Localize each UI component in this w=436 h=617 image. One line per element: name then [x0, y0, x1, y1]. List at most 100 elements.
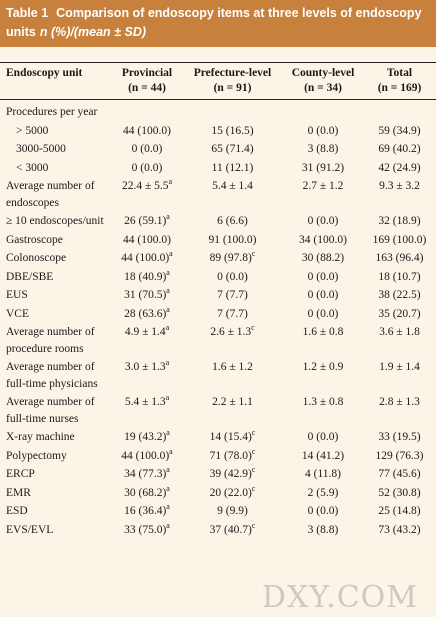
- cell: 38 (22.5): [378, 289, 421, 301]
- table-row: Average number of full-time physicians 3.…: [0, 358, 436, 393]
- cell-footnote: c: [251, 428, 256, 438]
- column-header: Provincial (n = 44): [112, 62, 182, 100]
- table-row: Colonoscope 44 (100.0)a 89 (97.8)c 30 (88.2…: [0, 249, 436, 268]
- cell: 5.4 ± 1.4: [212, 180, 253, 192]
- row-label: Average number of full-time nurses: [6, 396, 95, 425]
- watermark: DXY.COM: [261, 580, 418, 615]
- cell: 71 (78.0)c: [182, 447, 283, 466]
- cell-value: 22.4 ± 5.5: [121, 180, 169, 192]
- row-label: ESD: [6, 505, 28, 517]
- column-name: Total: [386, 67, 413, 79]
- cell-value: 16 (36.4): [124, 505, 167, 517]
- cell: 30 (88.2): [301, 252, 345, 264]
- cell: 26 (59.1)a: [112, 212, 182, 231]
- column-name: Endoscopy unit: [6, 67, 83, 79]
- cell-value: 14 (15.4): [209, 431, 252, 443]
- row-label: 3000-5000: [16, 143, 66, 155]
- column-header: Total (n = 169): [363, 62, 436, 100]
- header-row: Endoscopy unit Provincial (n = 44) Prefectu…: [0, 62, 436, 100]
- cell: 2.7 ± 1.2: [302, 180, 344, 192]
- cell: 163 (96.4): [375, 252, 424, 264]
- table-row: ESD 16 (36.4)a 9 (9.9) 0 (0.0) 25 (14.8): [0, 502, 436, 521]
- row-label: < 3000: [16, 161, 49, 174]
- cell: 1.9 ± 1.4: [379, 361, 420, 373]
- cell: 69 (40.2): [378, 143, 421, 155]
- row-label: DBE/SBE: [6, 270, 54, 283]
- cell: 0 (0.0): [307, 215, 339, 227]
- cell: 0 (0.0): [307, 431, 339, 443]
- cell: 15 (16.5): [211, 124, 254, 137]
- cell-value: 26 (59.1): [124, 215, 167, 227]
- cell-value: 4.9 ± 1.4: [124, 326, 166, 338]
- cell: 14 (15.4)c: [182, 428, 283, 447]
- cell: 20 (22.0)c: [182, 484, 283, 503]
- cell: 0 (0.0): [307, 289, 339, 301]
- cell: 1.2 ± 0.9: [302, 361, 344, 373]
- cell: 59 (34.9): [378, 124, 421, 137]
- cell: 73 (43.2): [378, 523, 421, 536]
- cell-footnote: a: [169, 446, 173, 456]
- cell-footnote: c: [251, 520, 256, 530]
- cell-footnote: a: [166, 465, 170, 475]
- row-label: Procedures per year: [6, 106, 98, 118]
- cell-footnote: c: [251, 465, 256, 475]
- row-label: Colonoscope: [6, 252, 67, 264]
- cell: 5.4 ± 1.3a: [112, 393, 182, 428]
- cell-value: 30 (68.2): [124, 486, 167, 499]
- table-body: Procedures per year > 5000 44 (100.0) 15 (1…: [0, 100, 436, 540]
- column-name: Prefecture-level: [193, 67, 272, 79]
- data-table: Endoscopy unit Provincial (n = 44) Prefectu…: [0, 62, 436, 539]
- table-row: > 5000 44 (100.0) 15 (16.5) 0 (0.0) 59 (34.9…: [0, 122, 436, 141]
- cell: 18 (40.9)a: [112, 268, 182, 287]
- cell-footnote: a: [166, 483, 170, 493]
- cell: 30 (68.2)a: [112, 484, 182, 503]
- cell-value: 34 (77.3): [124, 468, 167, 480]
- cell: 31 (91.2): [301, 161, 345, 174]
- row-label: ≥ 10 endoscopes/unit: [6, 215, 104, 227]
- cell: 3.6 ± 1.8: [379, 326, 420, 338]
- cell: 14 (41.2): [301, 449, 345, 462]
- cell: 3 (8.8): [307, 143, 339, 155]
- column-header: Endoscopy unit: [0, 62, 112, 100]
- cell-footnote: a: [166, 520, 170, 530]
- cell-footnote: c: [251, 483, 256, 493]
- cell: 0 (0.0): [307, 505, 339, 517]
- cell: 3 (8.8): [307, 523, 339, 536]
- cell: 0 (0.0): [307, 124, 339, 137]
- cell-footnote: a: [166, 286, 170, 296]
- cell-value: 44 (100.0): [121, 252, 170, 264]
- cell-footnote: a: [166, 267, 170, 277]
- cell: 4 (11.8): [305, 468, 341, 480]
- unit-note: n (%)/(mean ± SD): [39, 25, 147, 39]
- row-label: > 5000: [16, 124, 49, 137]
- cell: 22.4 ± 5.5a: [112, 177, 182, 212]
- row-label: Polypectomy: [6, 449, 67, 462]
- cell: 2.6 ± 1.3c: [182, 323, 283, 358]
- table-row: EVS/EVL 33 (75.0)a 37 (40.7)c 3 (8.8) 73 (43…: [0, 521, 436, 540]
- row-label: Gastroscope: [6, 233, 63, 246]
- cell: 37 (40.7)c: [182, 521, 283, 540]
- cell: 0 (0.0): [307, 270, 339, 283]
- cell: 16 (36.4)a: [112, 502, 182, 521]
- table-row: Polypectomy 44 (100.0)a 71 (78.0)c 14 (41.2…: [0, 447, 436, 466]
- table-header: Table 1 Comparison of endoscopy items at …: [0, 0, 436, 47]
- column-name: County-level: [291, 67, 355, 79]
- table-title: Comparison of endoscopy items at three l…: [6, 6, 422, 39]
- row-label: EMR: [6, 486, 31, 499]
- column-header: Prefecture-level (n = 91): [182, 62, 283, 100]
- table-row: < 3000 0 (0.0) 11 (12.1) 31 (91.2) 42 (24.9): [0, 159, 436, 178]
- cell: 31 (70.5)a: [112, 286, 182, 305]
- cell: 44 (100.0): [123, 233, 171, 246]
- cell-footnote: a: [165, 323, 170, 333]
- row-label: Average number of procedure rooms: [6, 326, 95, 355]
- table-row: Procedures per year: [0, 100, 436, 122]
- cell-value: 33 (75.0): [124, 523, 167, 536]
- cell-value: 71 (78.0): [209, 449, 252, 462]
- cell-value: 39 (42.9): [209, 468, 252, 480]
- table-row: EUS 31 (70.5)a 7 (7.7) 0 (0.0) 38 (22.5): [0, 286, 436, 305]
- table-row: Average number of full-time nurses 5.4 ± …: [0, 393, 436, 428]
- cell: 39 (42.9)c: [182, 465, 283, 484]
- cell-footnote: c: [251, 323, 255, 333]
- cell: 25 (14.8): [378, 505, 421, 517]
